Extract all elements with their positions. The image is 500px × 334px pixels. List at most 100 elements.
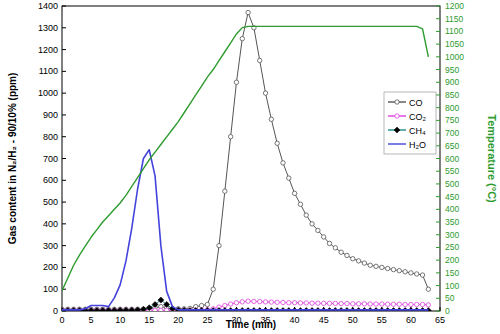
x-tick-label: 40: [290, 315, 300, 325]
y2-tick: [436, 145, 440, 146]
x-tick-label: 55: [377, 315, 387, 325]
y2-tick: [436, 171, 440, 172]
y2-tick-label: 250: [445, 242, 459, 252]
series-marker: [211, 287, 215, 291]
series-marker: [397, 302, 401, 306]
series-marker: [351, 302, 355, 306]
y2-tick-label: 950: [445, 65, 459, 75]
series-marker: [106, 308, 112, 311]
series-marker: [316, 228, 320, 232]
y2-tick: [436, 82, 440, 83]
x-tick-label: 60: [406, 315, 416, 325]
legend-marker: [395, 100, 399, 104]
series-marker: [152, 301, 158, 307]
y2-tick: [436, 272, 440, 273]
y2-tick-label: 100: [445, 281, 459, 291]
y2-tick: [436, 133, 440, 134]
y2-tick: [436, 260, 440, 261]
x-tick-label: 25: [202, 315, 212, 325]
series-marker: [258, 58, 262, 62]
series-marker: [275, 141, 279, 145]
y2-tick-label: 800: [445, 103, 459, 113]
series-marker: [333, 246, 337, 250]
series-marker: [292, 191, 296, 195]
series-marker: [339, 301, 343, 305]
y2-tick-label: 650: [445, 141, 459, 151]
series-marker: [269, 300, 273, 304]
series-marker: [234, 301, 238, 305]
series-marker: [217, 243, 221, 247]
y-tick: [62, 245, 66, 246]
y-tick-label: 1400: [38, 1, 58, 11]
series-marker: [287, 301, 291, 305]
y2-tick: [436, 209, 440, 210]
series-marker: [385, 266, 389, 270]
y2-tick: [436, 18, 440, 19]
y-axis-label: Gas content in N₂/H₂ - 90/10% (ppm): [7, 73, 18, 245]
series-marker: [321, 235, 325, 239]
series-marker: [88, 308, 94, 311]
series-marker: [164, 301, 170, 307]
x-tick-label: 5: [89, 315, 94, 325]
series-marker: [223, 303, 227, 307]
series-marker: [304, 301, 308, 305]
y2-tick: [436, 6, 440, 7]
series-marker: [380, 265, 384, 269]
x-tick-label: 10: [115, 315, 125, 325]
x-axis-label: Time (min): [226, 319, 276, 330]
series-marker: [415, 272, 419, 276]
y2-tick-label: 400: [445, 204, 459, 214]
series-marker: [368, 302, 372, 306]
series-marker: [356, 259, 360, 263]
series-marker: [345, 253, 349, 257]
y2-tick-label: 0: [445, 306, 450, 316]
series-marker: [415, 302, 419, 306]
series-marker: [420, 273, 424, 277]
y-tick-label: 800: [43, 132, 58, 142]
series-marker: [263, 91, 267, 95]
y2-tick: [436, 107, 440, 108]
series-marker: [164, 308, 168, 311]
y-tick-label: 700: [43, 154, 58, 164]
y2-tick-label: 450: [445, 192, 459, 202]
legend-swatch: [388, 143, 406, 144]
y2-axis-label: Temperature (°C): [486, 114, 498, 203]
plot-marks: [62, 10, 431, 311]
y2-tick-label: 200: [445, 255, 459, 265]
y2-tick-label: 850: [445, 90, 459, 100]
series-marker: [292, 301, 296, 305]
y-tick: [62, 71, 66, 72]
series-marker: [246, 10, 250, 14]
x-tick-label: 0: [59, 315, 64, 325]
y2-tick-label: 550: [445, 166, 459, 176]
series-line: [62, 13, 428, 310]
y2-tick: [436, 120, 440, 121]
series-marker: [304, 213, 308, 217]
series-marker: [141, 307, 145, 311]
y2-tick-label: 700: [445, 128, 459, 138]
legend-label: CO: [409, 98, 423, 108]
series-marker: [111, 308, 117, 311]
chart: 0510152025303540455055606501002003004005…: [0, 0, 500, 334]
y-tick: [62, 223, 66, 224]
y2-tick-label: 300: [445, 230, 459, 240]
series-marker: [124, 308, 128, 311]
series-marker: [275, 300, 279, 304]
y-tick: [62, 136, 66, 137]
series-marker: [298, 301, 302, 305]
series-marker: [140, 306, 146, 311]
y2-tick: [436, 94, 440, 95]
series-marker: [118, 308, 122, 311]
series-marker: [117, 307, 123, 311]
series-marker: [123, 307, 129, 311]
y2-tick: [436, 311, 440, 312]
series-marker: [327, 301, 331, 305]
series-marker: [374, 264, 378, 268]
series-marker: [374, 302, 378, 306]
y-tick-label: 500: [43, 197, 58, 207]
y-tick-label: 600: [43, 175, 58, 185]
series-marker: [391, 302, 395, 306]
series-marker: [287, 176, 291, 180]
series-marker: [426, 303, 430, 307]
series-marker: [146, 305, 152, 311]
